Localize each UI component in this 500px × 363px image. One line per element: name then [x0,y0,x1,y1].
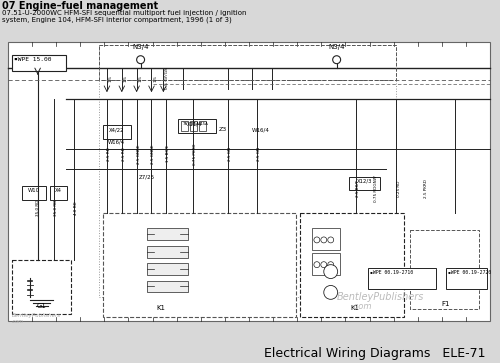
Bar [368,268,436,289]
Bar [312,228,340,250]
Text: 07 Engine–fuel management: 07 Engine–fuel management [2,1,158,11]
Text: 0.5 GY/GS: 0.5 GY/GS [166,68,170,89]
Text: X4: X4 [55,188,62,193]
Bar [22,187,46,200]
Text: ▪WPE 00.19-2710: ▪WPE 00.19-2710 [370,270,414,275]
Text: W16/4: W16/4 [108,140,126,145]
Text: 2.5 GNRE: 2.5 GNRE [152,144,156,163]
Text: 0.25 RD: 0.25 RD [397,180,401,197]
Circle shape [324,285,338,299]
Circle shape [321,262,327,268]
Text: 2.5 GNRE: 2.5 GNRE [136,144,140,163]
Circle shape [328,262,334,268]
Text: G1: G1 [36,303,46,309]
Bar [312,253,340,274]
Circle shape [328,237,334,243]
Text: W10: W10 [28,188,40,193]
Text: 0.75 RDGNW: 0.75 RDGNW [374,175,378,202]
Text: 2.5 RD: 2.5 RD [122,147,126,161]
Text: X11/4: X11/4 [187,121,202,126]
Text: 35.0 RD: 35.0 RD [54,200,58,216]
Text: F1: F1 [442,301,450,307]
Bar [410,230,479,309]
Bar [300,213,404,317]
Text: 1.5: 1.5 [124,75,128,82]
Text: N3/4: N3/4 [132,44,149,50]
Circle shape [332,56,340,64]
Text: system, Engine 104, HFM-SFI interior compartment, 1996 (1 of 3): system, Engine 104, HFM-SFI interior com… [2,16,232,23]
Text: .com: .com [352,302,372,311]
Text: 1.5: 1.5 [109,75,113,82]
Text: X4/22: X4/22 [109,127,124,132]
Text: 4.0 RD: 4.0 RD [74,201,78,215]
Text: K1: K1 [350,305,359,311]
Circle shape [136,56,144,64]
Bar [12,260,72,314]
Bar [103,213,296,317]
Bar [190,121,197,131]
Text: W16/4: W16/4 [252,127,270,132]
Bar [146,263,188,274]
Text: 1.5: 1.5 [138,75,142,82]
Bar [178,119,216,133]
Text: 7A: 7A [182,122,188,126]
Text: ▪WPE 00.19-2720: ▪WPE 00.19-2720 [448,270,490,275]
Text: Z7/25: Z7/25 [138,175,154,180]
Text: .com: .com [12,319,24,324]
Text: Electrical Wiring Diagrams   ELE-71: Electrical Wiring Diagrams ELE-71 [264,347,485,360]
Text: 1.5: 1.5 [154,75,158,82]
Text: 2.5 BK/T: 2.5 BK/T [356,180,360,197]
Text: 07.51-U-2000WC HFM-SFI sequential multiport fuel injection / ignition: 07.51-U-2000WC HFM-SFI sequential multip… [2,10,246,16]
Text: 2.5 GN: 2.5 GN [258,147,262,161]
Bar [103,125,130,139]
Text: ▪WPE 15.00: ▪WPE 15.00 [14,57,52,62]
Text: 2.5 RD: 2.5 RD [107,147,111,161]
Bar [199,121,206,131]
Bar [181,121,188,131]
Text: BentleyPublishers: BentleyPublishers [12,313,61,318]
Text: BentleyPublishers: BentleyPublishers [336,292,424,302]
Text: 2.5 GN: 2.5 GN [228,147,232,161]
Text: 1.5 BK/E: 1.5 BK/E [166,145,170,162]
Text: X12/3: X12/3 [356,179,372,184]
Circle shape [321,237,327,243]
Bar [12,55,66,70]
Text: 0.75 PKRD: 0.75 PKRD [193,143,197,164]
Text: 2.5 PKRD: 2.5 PKRD [424,179,428,198]
Text: 35.0 RD: 35.0 RD [36,200,40,216]
Circle shape [314,237,320,243]
Bar [8,42,490,321]
Text: 4.5A: 4.5A [200,122,209,126]
Bar [50,187,68,200]
Circle shape [324,265,338,278]
Bar [146,246,188,258]
Bar [446,268,487,289]
Bar [146,228,188,240]
Circle shape [314,262,320,268]
Bar [146,281,188,292]
Bar [99,45,396,297]
Bar [348,176,380,191]
Text: 3.5A: 3.5A [191,122,200,126]
Text: Z3: Z3 [218,127,227,132]
Text: K1: K1 [156,305,165,311]
Bar [99,45,396,81]
Text: N3/4: N3/4 [328,44,345,50]
